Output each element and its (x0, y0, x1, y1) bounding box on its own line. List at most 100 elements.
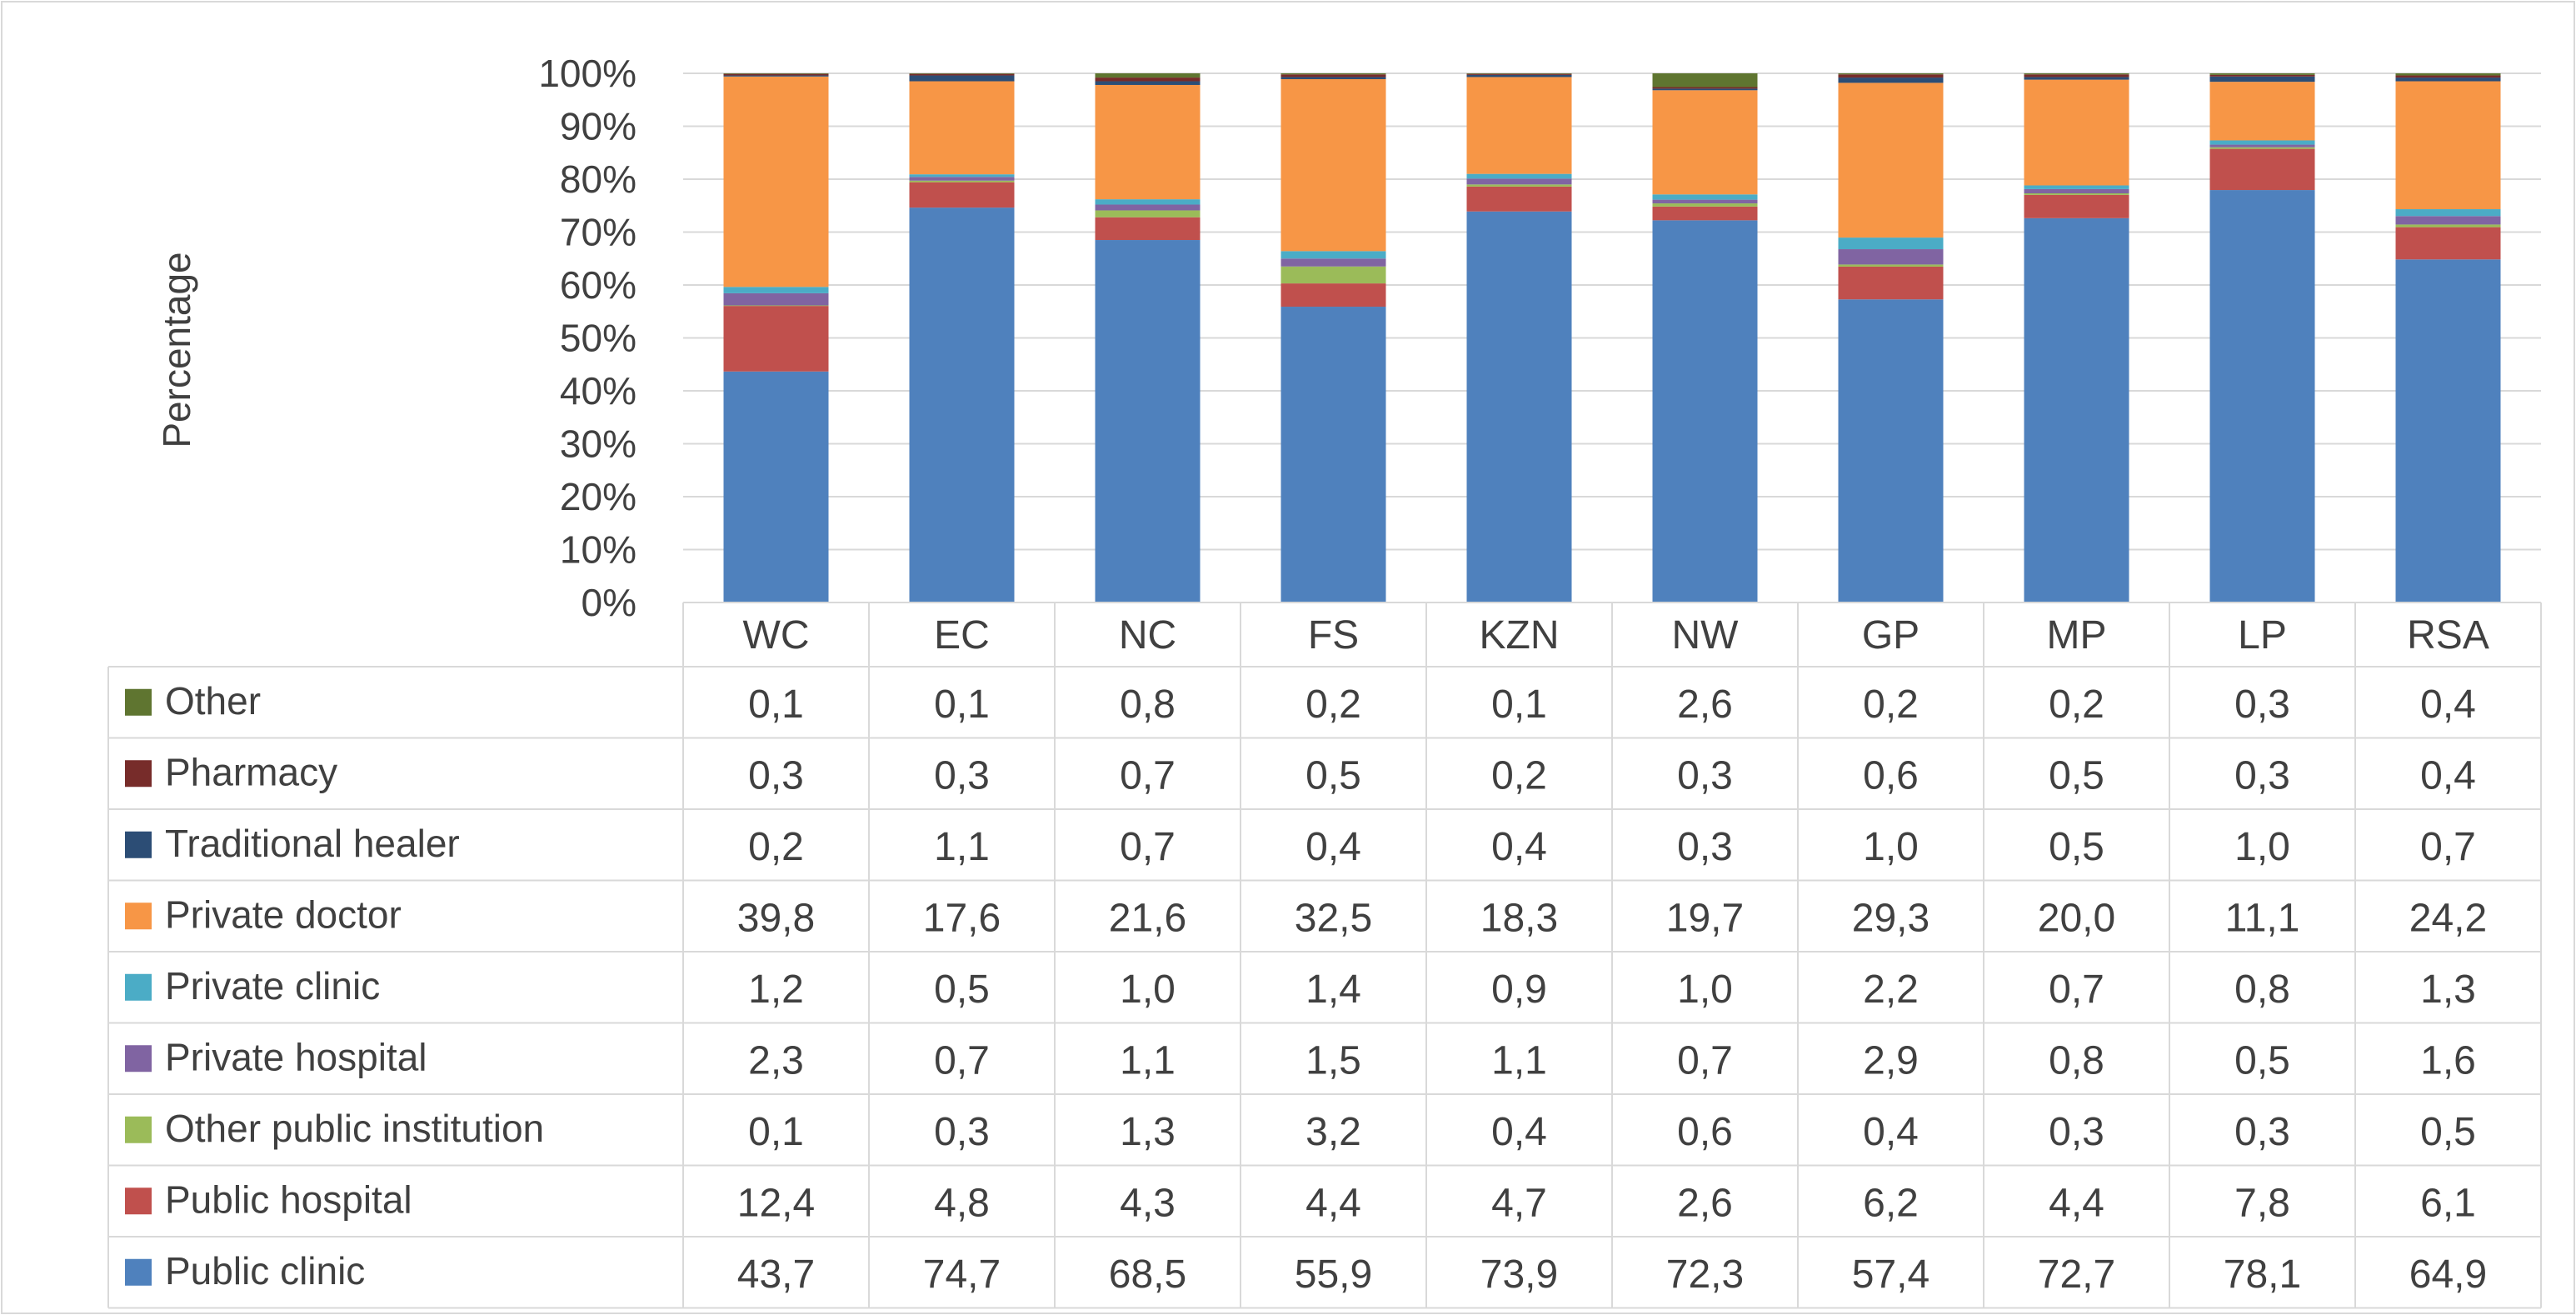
table-cell-value: 0,5 (1305, 753, 1361, 798)
bar-segment (2209, 82, 2315, 141)
y-tick-label: 80% (560, 158, 637, 201)
bar-segment (1466, 74, 1572, 78)
legend-label: Private clinic (165, 964, 380, 1008)
legend-swatch (125, 760, 152, 788)
bar-segment (2395, 224, 2501, 228)
bar-segment (2395, 227, 2501, 260)
table-cell-value: 29,3 (1852, 896, 1930, 940)
bar-segment (2209, 73, 2315, 75)
legend-label: Public clinic (165, 1249, 365, 1292)
bar-segment (723, 73, 829, 74)
bar-segment (1466, 77, 1572, 174)
bar-segment (1281, 266, 1386, 284)
bar-segment (1281, 307, 1386, 602)
bar-segment (1652, 90, 1758, 195)
legend-label: Traditional healer (165, 822, 460, 865)
bar-segment (723, 73, 829, 76)
table-cell-value: 0,2 (748, 825, 804, 869)
bar-segment (1095, 84, 1201, 200)
x-tick-label: FS (1308, 613, 1359, 658)
bar-segment (1466, 211, 1572, 603)
bar-segment (1095, 210, 1201, 218)
table-cell-value: 3,2 (1305, 1110, 1361, 1154)
bar-segment (1652, 73, 1758, 88)
data-table: WC EC NC FS KZN NW GP MP LP RSA Other 0,1 0,1 0,8 0,2 0… (107, 602, 2542, 1309)
table-cell-value: 0,2 (1491, 753, 1547, 798)
table-cell-value: 0,1 (748, 1110, 804, 1154)
table-cell-value: 0,1 (934, 682, 990, 727)
y-tick-label: 50% (560, 317, 637, 360)
table-cell-value: 0,3 (934, 753, 990, 798)
y-tick-label: 40% (560, 369, 637, 412)
bar-segment (909, 81, 1015, 175)
bar-segment (2024, 79, 2129, 186)
bar-segment (2024, 73, 2129, 75)
table-cell-value: 0,5 (2420, 1110, 2476, 1154)
table-cell-value: 4,4 (2049, 1181, 2104, 1225)
table-cell-value: 0,7 (1120, 825, 1176, 869)
table-cell-value: 72,7 (2038, 1252, 2115, 1297)
bar-segment (2209, 74, 2315, 77)
table-cell-value: 1,3 (1120, 1110, 1176, 1154)
bar-segment (1838, 73, 1944, 75)
x-tick-label: GP (1862, 613, 1920, 658)
bar-segment (1281, 78, 1386, 252)
bar-segment (1281, 74, 1386, 78)
table-cell-value: 19,7 (1666, 896, 1744, 940)
table-cell-value: 68,5 (1109, 1252, 1186, 1297)
table-cell-value: 1,4 (1305, 968, 1361, 1012)
bar-segment (723, 292, 829, 306)
table-cell-value: 1,5 (1305, 1038, 1361, 1082)
bar-segment (1652, 203, 1758, 207)
table-cell-value: 0,8 (2234, 968, 2290, 1012)
bar-segment (909, 174, 1015, 178)
legend-label: Public hospital (165, 1178, 412, 1221)
bar-segment (909, 73, 1015, 74)
table-cell-value: 0,9 (1491, 968, 1547, 1012)
bar-segment (1095, 81, 1201, 85)
legend-label: Other public institution (165, 1107, 544, 1150)
table-cell-value: 21,6 (1109, 896, 1186, 940)
bar-segment (1095, 199, 1201, 205)
table-cell-value: 4,7 (1491, 1181, 1547, 1225)
bar-segment (2395, 73, 2501, 76)
legend-swatch (125, 1045, 152, 1072)
table-cell-value: 0,4 (1491, 1110, 1547, 1154)
bar-segment (909, 177, 1015, 181)
y-tick-label: 90% (560, 105, 637, 148)
table-cell-value: 0,4 (2420, 753, 2476, 798)
legend-label: Private doctor (165, 892, 402, 936)
bar-segment (1652, 88, 1758, 91)
table-cell-value: 0,4 (1305, 825, 1361, 869)
table-cell-value: 39,8 (737, 896, 815, 940)
table-cell-value: 0,3 (2234, 753, 2290, 798)
bar-segment (2024, 193, 2129, 195)
table-cell-value: 0,6 (1677, 1110, 1733, 1154)
x-tick-label: NW (1672, 613, 1740, 658)
bar-segment (1466, 73, 1572, 75)
table-cell-value: 0,8 (1120, 682, 1176, 727)
table-cell-value: 43,7 (737, 1252, 815, 1297)
table-cell-value: 0,5 (2049, 825, 2104, 869)
legend-swatch (125, 973, 152, 1001)
bar-segment (909, 180, 1015, 182)
bar-segment (2209, 148, 2315, 191)
legend-swatch (125, 1258, 152, 1286)
legend-swatch (125, 1188, 152, 1215)
y-tick-label: 30% (560, 422, 637, 466)
bar-segment (723, 371, 829, 602)
bar-segment (2395, 216, 2501, 225)
table-cell-value: 1,1 (1120, 1038, 1176, 1082)
bar-segment (1652, 199, 1758, 204)
x-tick-label: WC (743, 613, 810, 658)
bar-segment (1281, 73, 1386, 75)
bars (723, 73, 2501, 603)
table-cell-value: 18,3 (1480, 896, 1558, 940)
table-cell-value: 12,4 (737, 1181, 815, 1225)
table-cell-value: 4,3 (1120, 1181, 1176, 1225)
table-cell-value: 0,3 (1677, 753, 1733, 798)
table-cell-value: 64,9 (2409, 1252, 2487, 1297)
table-cell-value: 2,6 (1677, 682, 1733, 727)
bar-segment (2209, 140, 2315, 145)
table-cell-value: 0,7 (1677, 1038, 1733, 1082)
